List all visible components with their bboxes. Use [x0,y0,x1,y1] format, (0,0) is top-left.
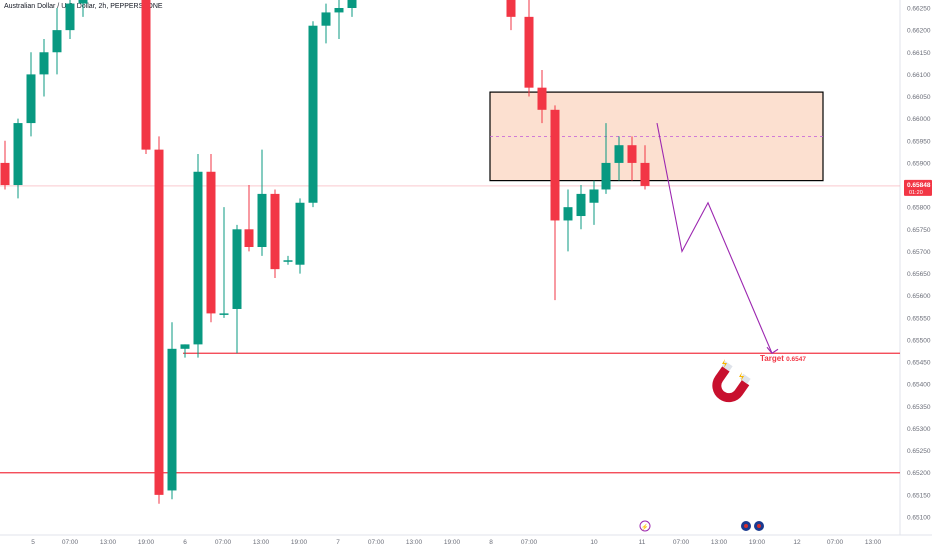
bullish-candle [78,0,88,4]
y-tick-label: 0.65550 [907,315,931,322]
x-tick-label: 07:00 [215,539,232,546]
bearish-candle [270,193,280,270]
y-tick-label: 0.65250 [907,448,931,455]
x-tick-label: 13:00 [865,539,882,546]
target-label: Target 0.6547 [760,354,806,363]
bullish-candle [321,12,331,26]
bullish-candle [347,0,357,8]
bearish-candle [537,87,547,110]
bullish-candle [576,193,586,217]
x-tick-label: 07:00 [368,539,385,546]
bearish-candle [141,0,151,150]
bullish-candle [193,171,203,345]
x-tick-label: 5 [31,539,35,546]
y-tick-label: 0.65900 [907,160,931,167]
x-tick-label: 07:00 [62,539,79,546]
x-tick-label: 13:00 [253,539,270,546]
x-tick-label: 10 [590,539,598,546]
y-tick-label: 0.65600 [907,293,931,300]
bullish-candle [308,25,318,203]
y-tick-label: 0.65450 [907,360,931,367]
flag-icon-detail [744,524,748,528]
bullish-candle [614,145,624,163]
bullish-candle [334,8,344,13]
y-tick-label: 0.65400 [907,382,931,389]
bullish-candle [180,344,190,349]
x-tick-label: 13:00 [711,539,728,546]
magnet-body [712,366,750,403]
bearish-candle [627,145,637,163]
y-tick-label: 0.66050 [907,94,931,101]
x-tick-label: 13:00 [406,539,423,546]
y-tick-label: 0.65100 [907,515,931,522]
y-tick-label: 0.65200 [907,470,931,477]
y-tick-label: 0.65350 [907,404,931,411]
x-tick-label: 19:00 [291,539,308,546]
magnet-icon [712,359,751,403]
bullish-candle [26,74,36,124]
y-tick-label: 0.66250 [907,6,931,13]
y-tick-label: 0.65750 [907,227,931,234]
bullish-candle [167,348,177,491]
x-tick-label: 8 [489,539,493,546]
target-value: 0.6547 [786,356,806,363]
x-tick-label: 19:00 [138,539,155,546]
bullish-candle [295,202,305,265]
flag-icon-detail [757,524,761,528]
x-tick-label: 19:00 [749,539,766,546]
y-tick-label: 0.65650 [907,271,931,278]
bullish-candle [589,189,599,203]
y-tick-label: 0.66200 [907,28,931,35]
x-tick-label: 07:00 [827,539,844,546]
bearish-candle [550,109,560,221]
x-tick-label: 13:00 [100,539,117,546]
y-tick-label: 0.65300 [907,426,931,433]
bullish-candle [601,162,611,190]
y-tick-label: 0.65500 [907,337,931,344]
bearish-candle [206,171,216,314]
bullish-candle [13,123,23,186]
bullish-candle [563,207,573,221]
bullish-candle [65,3,75,31]
x-tick-label: 12 [793,539,801,546]
y-tick-label: 0.65800 [907,205,931,212]
current-price-value: 0.65848 [907,182,931,189]
bullish-candle [257,193,267,248]
y-tick-label: 0.66150 [907,50,931,57]
y-tick-label: 0.66100 [907,72,931,79]
spark-icon [739,372,744,381]
y-tick-label: 0.65150 [907,492,931,499]
lightning-icon: ⚡ [641,523,648,531]
bearish-candle [244,229,254,248]
x-tick-label: 19:00 [444,539,461,546]
spark-icon [722,359,727,368]
bullish-candle [283,260,293,262]
bearish-candle [506,0,516,17]
x-tick-label: 07:00 [673,539,690,546]
event-marker-icon [639,520,651,532]
y-tick-label: 0.65700 [907,249,931,256]
bullish-candle [232,229,242,309]
bearish-candle [524,16,534,88]
bearish-candle [154,149,164,495]
x-tick-label: 11 [639,539,646,546]
current-price-badge [904,179,932,196]
y-tick-label: 0.65950 [907,138,931,145]
bearish-candle [640,162,650,186]
bullish-candle [52,30,62,53]
projected-path [656,122,773,354]
x-tick-label: 7 [336,539,340,546]
bar-countdown: 01:20 [909,190,923,196]
x-tick-label: 6 [183,539,187,546]
path-arrowhead [766,346,779,354]
bullish-candle [219,313,229,315]
bullish-candle [39,52,49,75]
y-tick-label: 0.66000 [907,116,931,123]
x-tick-label: 07:00 [521,539,538,546]
bearish-candle [0,162,10,186]
